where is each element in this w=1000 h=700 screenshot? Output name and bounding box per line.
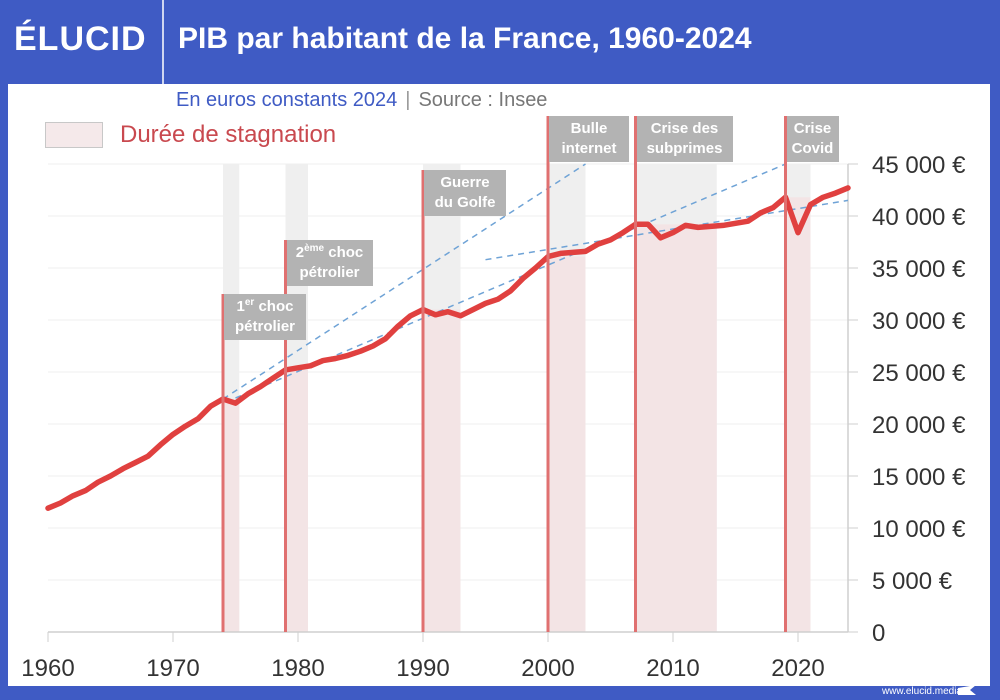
event-label-line1: Crise <box>791 119 835 139</box>
stagnation-band <box>223 399 240 632</box>
event-label-line2: pétrolier <box>234 318 295 335</box>
y-tick-label: 40 000 € <box>872 204 966 231</box>
event-text: Crise <box>793 120 832 137</box>
y-tick-label: 30 000 € <box>872 308 966 335</box>
y-tick-label: 45 000 € <box>872 152 966 179</box>
event-label: Crise des subprimes <box>636 116 733 162</box>
subtitle: En euros constants 2024 | Source : Insee <box>176 89 547 112</box>
event-label-line2: internet <box>561 140 617 157</box>
header-divider <box>162 0 164 84</box>
event-text: choc <box>324 244 364 261</box>
stagnation-band <box>548 256 586 632</box>
stagnation-band <box>423 309 461 632</box>
event-label-line2: subprimes <box>646 140 723 157</box>
trend-line <box>222 163 586 400</box>
stagnation-band <box>635 224 717 632</box>
event-text: 1 <box>236 298 245 315</box>
elucid-flag-icon <box>958 685 976 695</box>
event-superscript: ème <box>304 243 325 254</box>
event-label: Crise Covid <box>786 116 839 162</box>
event-label: 1er choc pétrolier <box>224 294 306 340</box>
event-label-line1: 2ème choc <box>291 243 369 263</box>
x-tick-label: 1980 <box>271 655 324 682</box>
source-label: Source : Insee <box>418 89 548 111</box>
event-superscript: er <box>244 297 255 308</box>
event-label-line1: Bulle <box>553 119 625 139</box>
event-text: Guerre <box>440 174 490 191</box>
event-label: Guerre du Golfe <box>424 170 506 216</box>
event-label-line2: du Golfe <box>434 194 496 211</box>
y-tick-label: 20 000 € <box>872 412 966 439</box>
x-tick-label: 2010 <box>646 655 699 682</box>
event-text: Crise des <box>650 120 719 137</box>
elucid-logo: ÉLUCID <box>14 20 147 58</box>
event-text: Bulle <box>570 120 608 137</box>
legend-swatch <box>45 122 103 148</box>
event-label-line2: Covid <box>791 140 834 157</box>
y-tick-label: 35 000 € <box>872 256 966 283</box>
event-label-line1: Guerre <box>428 173 502 193</box>
event-text: choc <box>254 298 294 315</box>
event-label-line1: 1er choc <box>228 297 302 317</box>
units-label: En euros constants 2024 <box>176 89 398 111</box>
header: ÉLUCID PIB par habitant de la France, 19… <box>0 0 1000 84</box>
x-tick-label: 1970 <box>146 655 199 682</box>
x-tick-label: 1990 <box>396 655 449 682</box>
footer-url: www.elucid.media <box>881 686 962 697</box>
y-tick-label: 5 000 € <box>872 568 953 595</box>
y-tick-label: 25 000 € <box>872 360 966 387</box>
stagnation-band <box>285 369 308 632</box>
y-tick-label: 15 000 € <box>872 464 966 491</box>
event-label-line1: Crise des <box>641 119 729 139</box>
y-tick-label: 10 000 € <box>872 516 966 543</box>
legend-label: Durée de stagnation <box>120 121 337 148</box>
stagnation-band <box>785 197 811 632</box>
x-tick-label: 1960 <box>21 655 74 682</box>
event-label: Bulle internet <box>549 116 629 162</box>
x-tick-label: 2020 <box>771 655 824 682</box>
event-label-line2: pétrolier <box>299 264 360 281</box>
event-text: 2 <box>295 244 305 261</box>
chart-title: PIB par habitant de la France, 1960-2024 <box>178 22 752 55</box>
x-tick-label: 2000 <box>521 655 574 682</box>
subtitle-separator: | <box>405 89 411 111</box>
y-tick-label: 0 <box>872 620 885 647</box>
event-label: 2ème choc pétrolier <box>286 240 373 286</box>
